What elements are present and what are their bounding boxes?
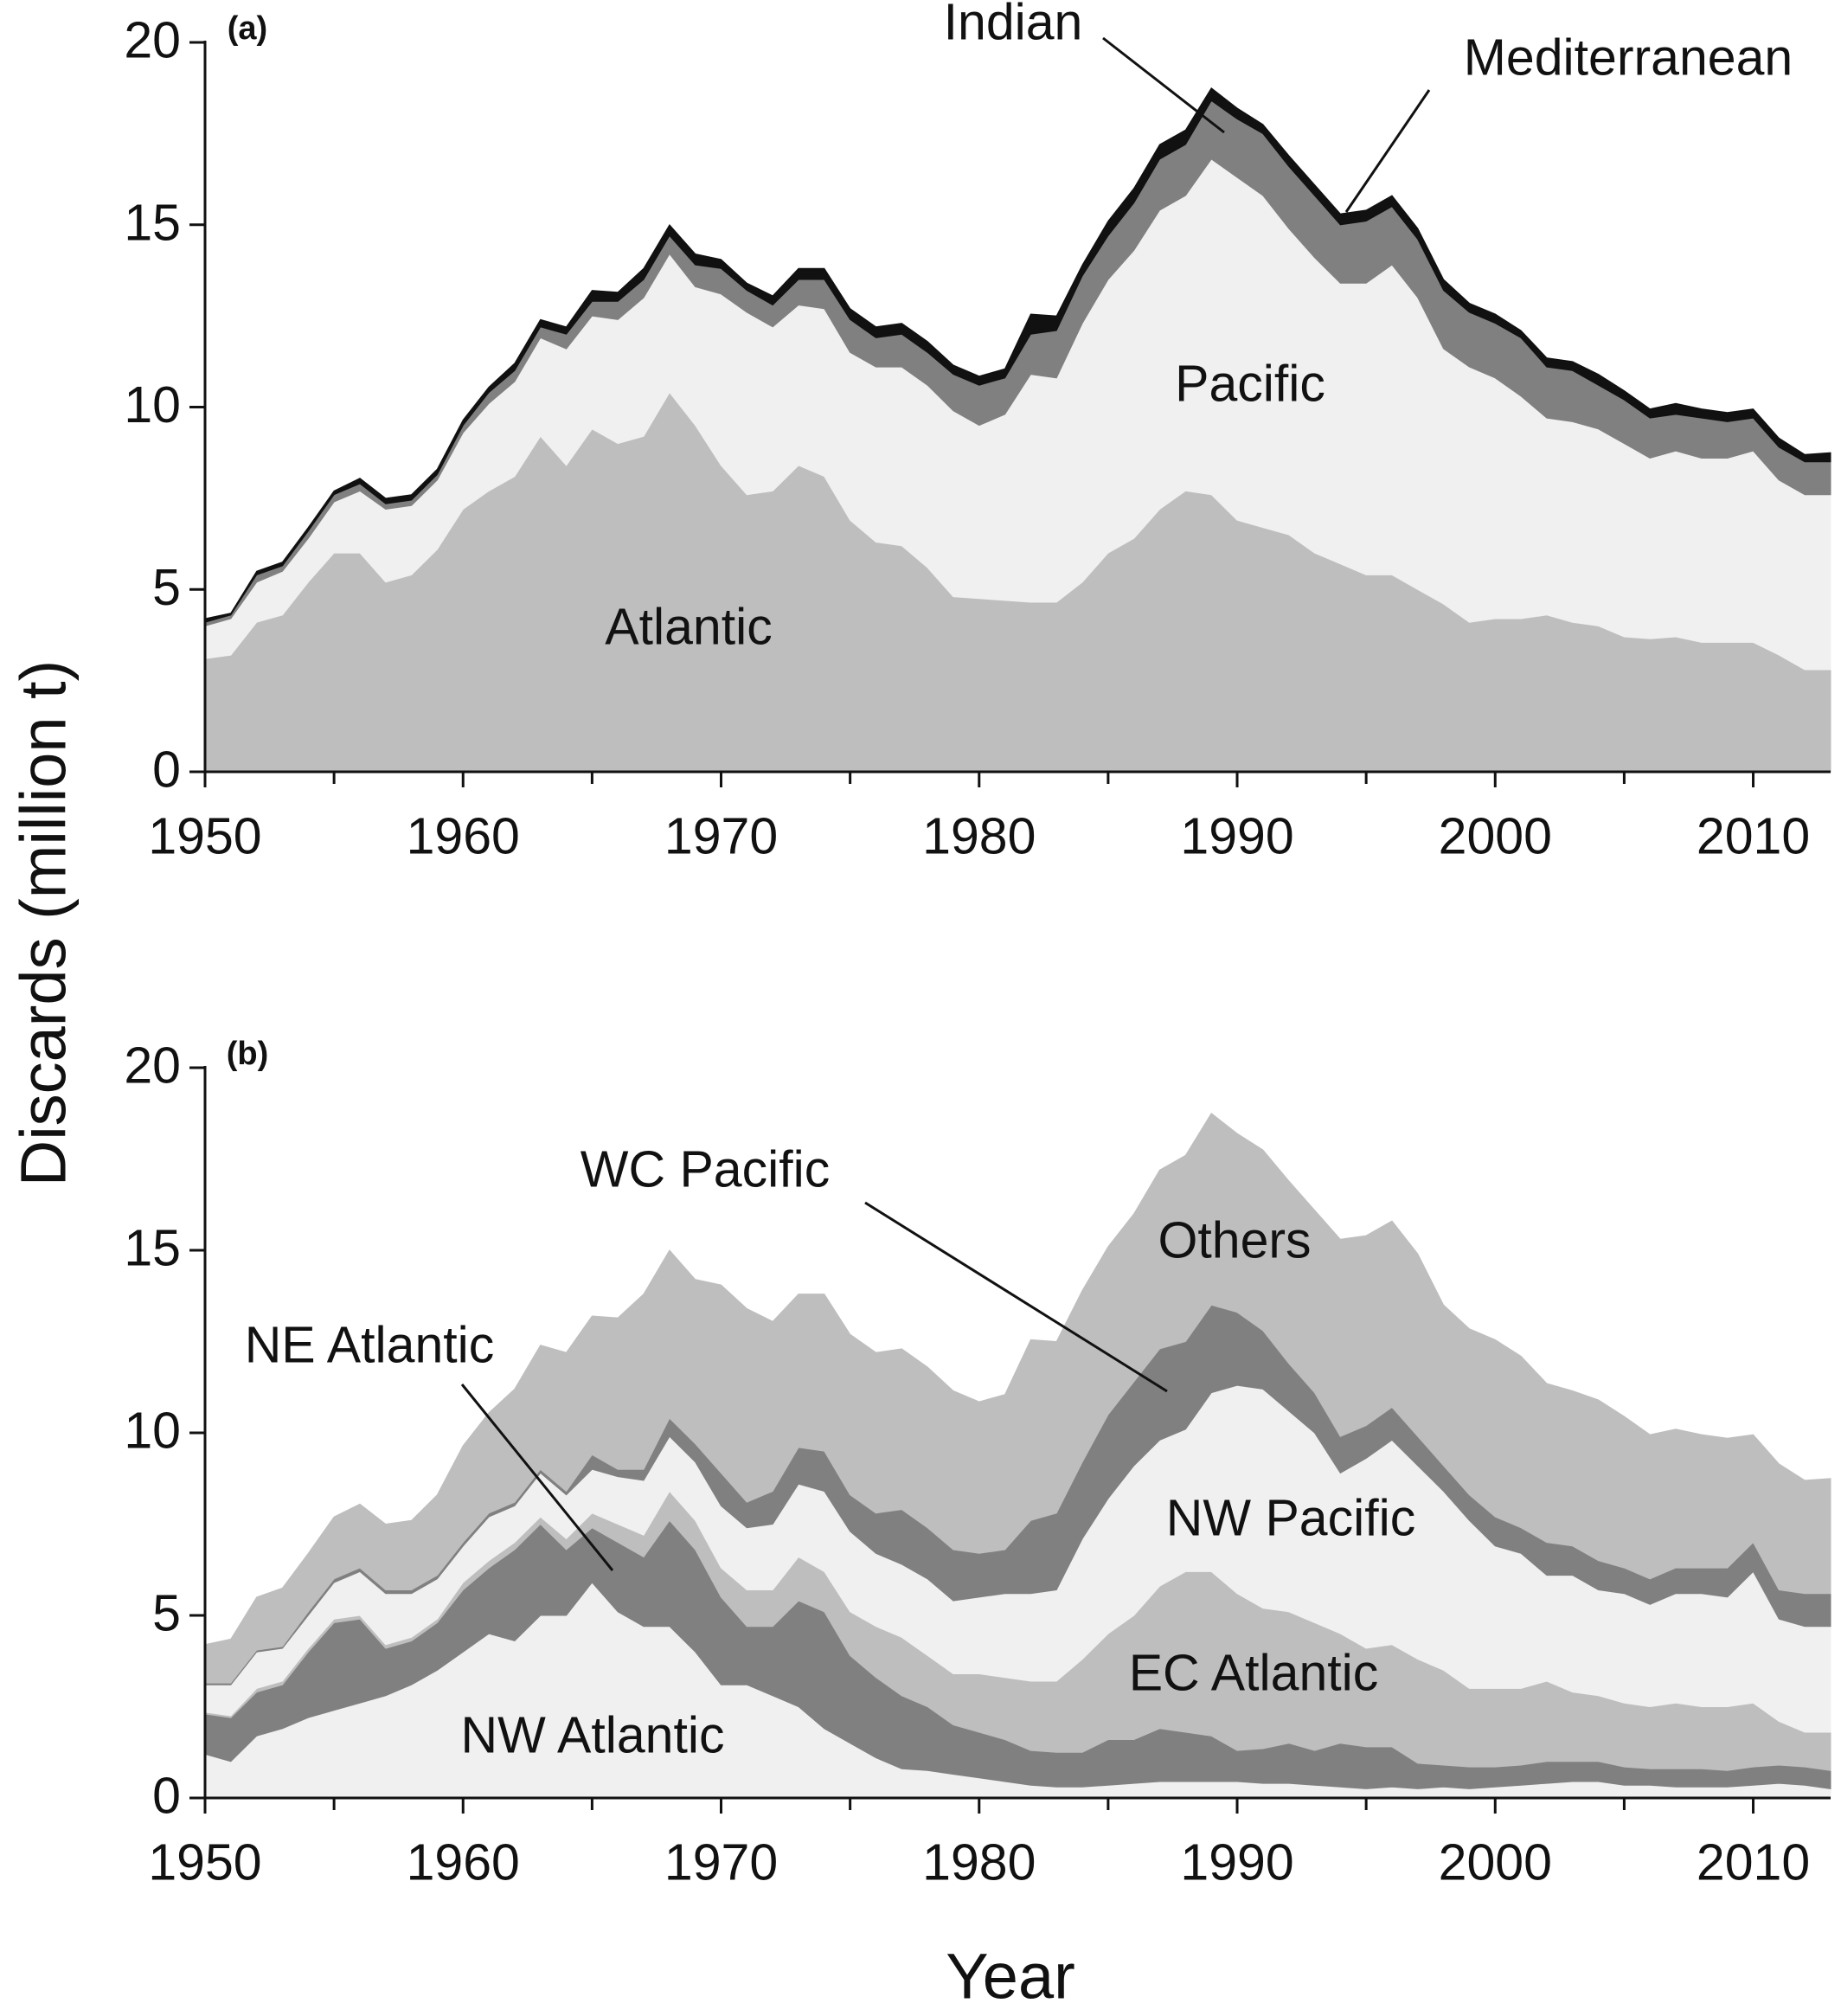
x-tick-label: 2010	[1697, 808, 1810, 865]
area-label: NW Atlantic	[461, 1707, 725, 1764]
leader-line	[1102, 36, 1225, 134]
y-tick-label: 10	[124, 376, 181, 433]
leader-line	[864, 1201, 1168, 1393]
area-label: Mediterranean	[1464, 29, 1793, 87]
y-tick-label: 5	[152, 559, 181, 616]
leader-line	[1344, 89, 1431, 213]
plot-area	[204, 87, 1831, 773]
stacked-area	[204, 87, 1831, 623]
y-axis-title: Discards (million t)	[8, 660, 80, 1187]
area-label: EC Atlantic	[1129, 1645, 1379, 1702]
x-tick-label: 2000	[1439, 808, 1552, 865]
x-tick-label: 1970	[664, 808, 778, 865]
x-tick-label: 1960	[407, 1834, 520, 1891]
y-tick-label: 0	[152, 742, 181, 799]
x-tick-label: 1980	[922, 1834, 1036, 1891]
panel-label: (a)	[228, 10, 267, 47]
x-tick-label: 1990	[1180, 808, 1293, 865]
x-tick-label: 1950	[148, 808, 261, 865]
y-tick-label: 15	[124, 194, 181, 251]
x-tick-label: 2010	[1697, 1834, 1810, 1891]
y-tick-label: 15	[124, 1220, 181, 1277]
area-label: NW Pacific	[1166, 1490, 1415, 1547]
y-tick-label: 20	[124, 1037, 181, 1095]
x-tick-label: 1980	[922, 808, 1036, 865]
area-label: Pacific	[1175, 356, 1325, 413]
y-tick-label: 5	[152, 1585, 181, 1642]
area-label: NE Atlantic	[245, 1317, 495, 1374]
stacked-area	[204, 1113, 1831, 1684]
area-label: Indian	[944, 0, 1083, 51]
area-label: WC Pacific	[581, 1141, 830, 1198]
x-tick-label: 2000	[1439, 1834, 1552, 1891]
area-label: Atlantic	[605, 599, 772, 656]
x-tick-label: 1960	[407, 808, 520, 865]
x-tick-label: 1950	[148, 1834, 261, 1891]
x-axis-title: Year	[946, 1941, 1075, 2012]
panel-label: (b)	[227, 1036, 269, 1072]
y-tick-label: 10	[124, 1403, 181, 1460]
y-tick-label: 0	[152, 1768, 181, 1825]
y-tick-label: 20	[124, 12, 181, 69]
plot-area	[204, 1113, 1831, 1799]
x-tick-label: 1970	[664, 1834, 778, 1891]
leader-line	[460, 1384, 614, 1571]
x-tick-label: 1990	[1180, 1834, 1293, 1891]
area-label: Others	[1158, 1212, 1311, 1269]
